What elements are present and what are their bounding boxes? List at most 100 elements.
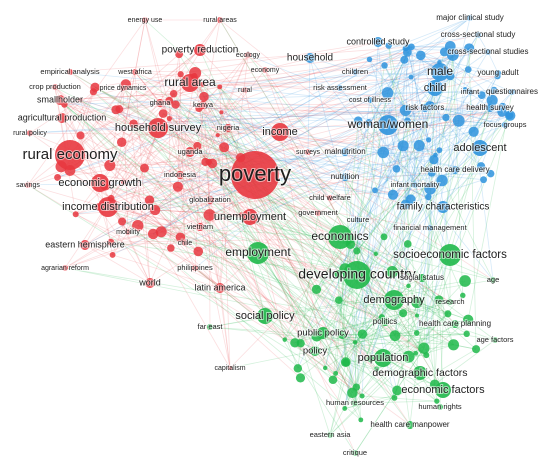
edge xyxy=(84,48,470,246)
node xyxy=(224,124,232,132)
node xyxy=(373,251,378,257)
node xyxy=(327,195,333,201)
edge xyxy=(316,289,409,358)
node xyxy=(451,166,459,174)
edge xyxy=(329,352,416,436)
edge xyxy=(175,104,346,178)
edge xyxy=(64,104,350,240)
edge xyxy=(69,49,201,171)
edge xyxy=(80,99,181,238)
node xyxy=(333,370,339,376)
edge xyxy=(144,19,221,289)
edge xyxy=(414,184,464,296)
edge xyxy=(64,104,343,336)
node xyxy=(181,74,199,92)
edge xyxy=(198,94,482,252)
node xyxy=(172,181,183,192)
node xyxy=(444,40,456,52)
node xyxy=(448,339,460,351)
node-label: research xyxy=(435,297,464,306)
edge xyxy=(168,54,180,119)
node xyxy=(177,71,184,78)
edge xyxy=(405,47,408,205)
edge xyxy=(69,71,377,255)
node xyxy=(439,244,461,266)
edge xyxy=(384,65,429,141)
edge xyxy=(189,151,221,289)
node xyxy=(327,432,333,438)
node xyxy=(352,69,358,75)
edge xyxy=(98,206,242,216)
edge xyxy=(75,96,205,215)
node xyxy=(434,295,444,305)
edge xyxy=(309,57,398,391)
edge xyxy=(339,169,456,238)
edge xyxy=(64,104,301,344)
edge xyxy=(337,273,340,301)
edge xyxy=(279,131,326,369)
edge xyxy=(61,117,199,252)
node-label: child welfare xyxy=(309,193,351,202)
edge xyxy=(382,313,449,359)
node-label: chile xyxy=(178,240,193,247)
edge xyxy=(388,45,418,303)
edge xyxy=(338,300,356,404)
node xyxy=(381,318,389,326)
node xyxy=(402,350,415,363)
node xyxy=(107,238,115,246)
edge xyxy=(356,110,406,252)
node xyxy=(429,155,439,165)
node xyxy=(392,165,401,173)
node xyxy=(408,74,414,80)
edge xyxy=(345,361,435,385)
edge xyxy=(149,106,503,201)
edge xyxy=(344,280,466,409)
edge xyxy=(149,48,470,201)
node xyxy=(219,142,230,153)
edge xyxy=(203,96,408,245)
edge xyxy=(219,86,231,369)
edge xyxy=(247,54,266,71)
edge xyxy=(119,51,489,110)
edge xyxy=(244,89,302,344)
edge xyxy=(229,319,469,369)
edge xyxy=(473,72,499,132)
node xyxy=(403,44,411,51)
node xyxy=(132,219,144,232)
edge xyxy=(125,84,151,284)
node-label: age factors xyxy=(476,335,513,344)
node-label: ecology xyxy=(236,52,261,59)
edge xyxy=(180,73,421,374)
node xyxy=(305,149,311,155)
node-label: public policy xyxy=(297,328,349,339)
node xyxy=(418,342,430,354)
edge xyxy=(209,279,494,328)
node xyxy=(463,314,474,325)
node xyxy=(509,89,515,95)
node xyxy=(145,278,155,288)
edge xyxy=(357,145,404,221)
edge xyxy=(394,204,406,336)
node xyxy=(194,44,206,56)
node-label: human rights xyxy=(418,402,462,411)
node xyxy=(165,96,174,105)
edge xyxy=(300,343,331,436)
edge xyxy=(421,277,454,345)
edge xyxy=(434,299,440,385)
edge xyxy=(209,199,438,402)
node xyxy=(459,275,471,287)
edge xyxy=(388,45,470,49)
edge xyxy=(203,96,210,216)
edge xyxy=(27,19,146,186)
node xyxy=(464,66,472,73)
node xyxy=(372,187,378,194)
node-label: poverty reduction xyxy=(162,45,239,56)
node xyxy=(367,355,374,363)
node xyxy=(403,240,412,248)
node xyxy=(355,217,361,223)
edge xyxy=(316,335,424,349)
edge xyxy=(64,104,406,205)
edge xyxy=(61,117,129,233)
edge xyxy=(423,87,436,349)
edge xyxy=(339,168,397,238)
